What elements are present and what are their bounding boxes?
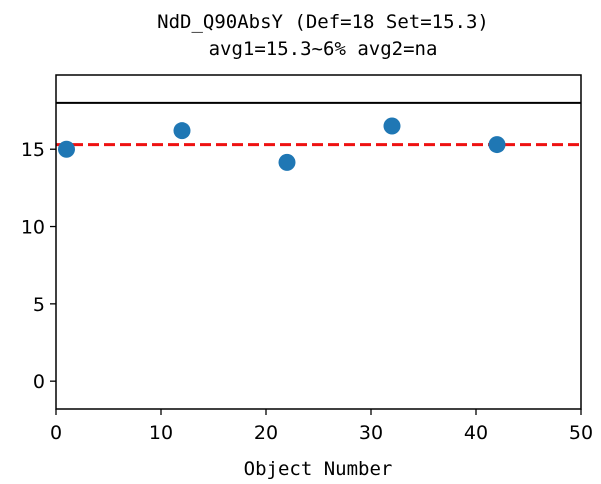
x-tick-label: 20 (254, 422, 278, 444)
y-tick-label: 5 (33, 294, 45, 316)
x-tick-label: 30 (359, 422, 383, 444)
chart-subtitle: avg1=15.3~6% avg2=na (209, 38, 438, 60)
x-tick-label: 50 (569, 422, 593, 444)
data-point-2 (173, 122, 191, 140)
y-tick-label: 15 (21, 139, 45, 161)
y-axis-ticks: 0 5 10 15 (21, 139, 56, 393)
x-axis-ticks: 0 10 20 30 40 50 (50, 409, 593, 444)
data-points (58, 117, 506, 171)
data-point-5 (488, 136, 506, 154)
y-tick-label: 0 (33, 371, 45, 393)
plot-frame (55, 74, 582, 410)
data-point-3 (278, 153, 296, 171)
x-axis-label: Object Number (244, 458, 393, 480)
chart-title: NdD_Q90AbsY (Def=18 Set=15.3) (157, 11, 489, 33)
x-tick-label: 40 (464, 422, 488, 444)
data-point-1 (58, 140, 75, 158)
x-tick-label: 0 (50, 422, 62, 444)
data-point-4 (383, 117, 401, 135)
y-tick-label: 10 (21, 217, 45, 239)
x-tick-label: 10 (149, 422, 173, 444)
